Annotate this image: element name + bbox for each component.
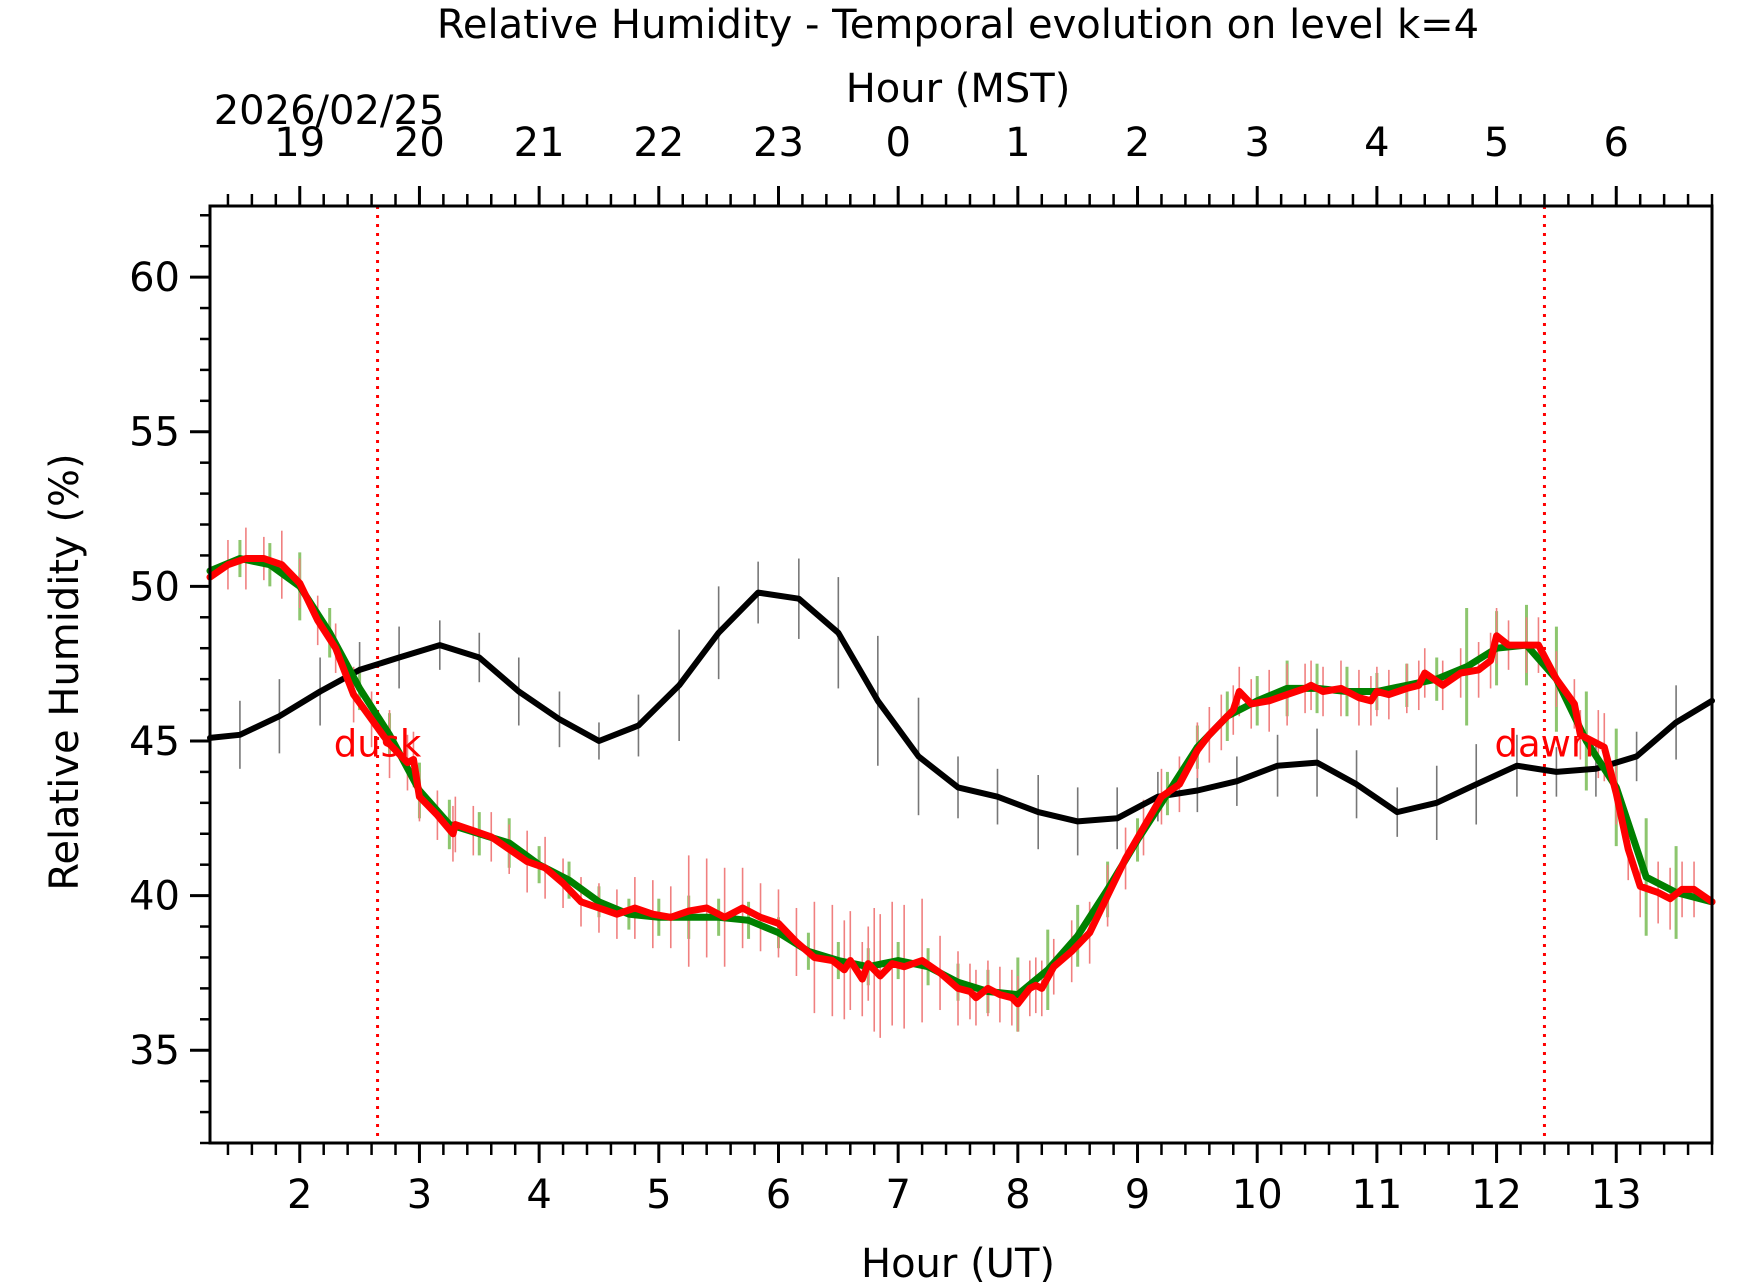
top-tick-label: 19 <box>274 120 325 166</box>
top-tick-label: 1 <box>1005 120 1030 166</box>
y-tick-label: 35 <box>129 1028 180 1074</box>
chart-title: Relative Humidity - Temporal evolution o… <box>437 2 1479 48</box>
x-tick-label: 8 <box>1005 1172 1030 1218</box>
y-tick-label: 60 <box>129 255 180 301</box>
x-tick-label: 7 <box>885 1172 910 1218</box>
annotation-layer: dusk dawn <box>334 722 1595 765</box>
x-tick-label: 12 <box>1471 1172 1522 1218</box>
x-tick-label: 11 <box>1351 1172 1402 1218</box>
y-tick-label: 40 <box>129 874 180 920</box>
top-tick-label: 6 <box>1604 120 1629 166</box>
dawn-label: dawn <box>1495 722 1595 765</box>
x-tick-label: 9 <box>1125 1172 1150 1218</box>
top-tick-label: 23 <box>753 120 804 166</box>
top-tick-label: 0 <box>885 120 910 166</box>
top-tick-label: 4 <box>1364 120 1389 166</box>
y-tick-label: 50 <box>129 564 180 610</box>
top-axis-label: Hour (MST) <box>846 66 1071 112</box>
red-series-line <box>206 555 1716 1008</box>
top-tick-label: 3 <box>1244 120 1269 166</box>
series-layer <box>206 515 1716 1038</box>
x-tick-label: 2 <box>287 1172 312 1218</box>
y-tick-label: 55 <box>129 410 180 456</box>
x-tick-label: 6 <box>766 1172 791 1218</box>
plot-frame <box>208 204 1714 1145</box>
day-night-markers <box>376 206 1546 1143</box>
top-tick-label: 5 <box>1484 120 1509 166</box>
x-tick-label: 3 <box>407 1172 432 1218</box>
x-tick-label: 5 <box>646 1172 671 1218</box>
tick-layer: 3540455055602193204215226237081921031141… <box>129 120 1714 1218</box>
date-label: 2026/02/25 <box>214 88 445 134</box>
y-axis-label: Relative Humidity (%) <box>42 453 88 890</box>
x-tick-label: 10 <box>1232 1172 1283 1218</box>
black-series-line <box>207 589 1715 825</box>
y-tick-label: 45 <box>129 719 180 765</box>
top-tick-label: 22 <box>633 120 684 166</box>
top-tick-label: 2 <box>1125 120 1150 166</box>
dusk-label: dusk <box>334 722 422 765</box>
x-tick-label: 13 <box>1591 1172 1642 1218</box>
x-tick-label: 4 <box>526 1172 551 1218</box>
top-tick-label: 21 <box>514 120 565 166</box>
top-tick-label: 20 <box>394 120 445 166</box>
x-axis-label: Hour (UT) <box>861 1241 1055 1282</box>
